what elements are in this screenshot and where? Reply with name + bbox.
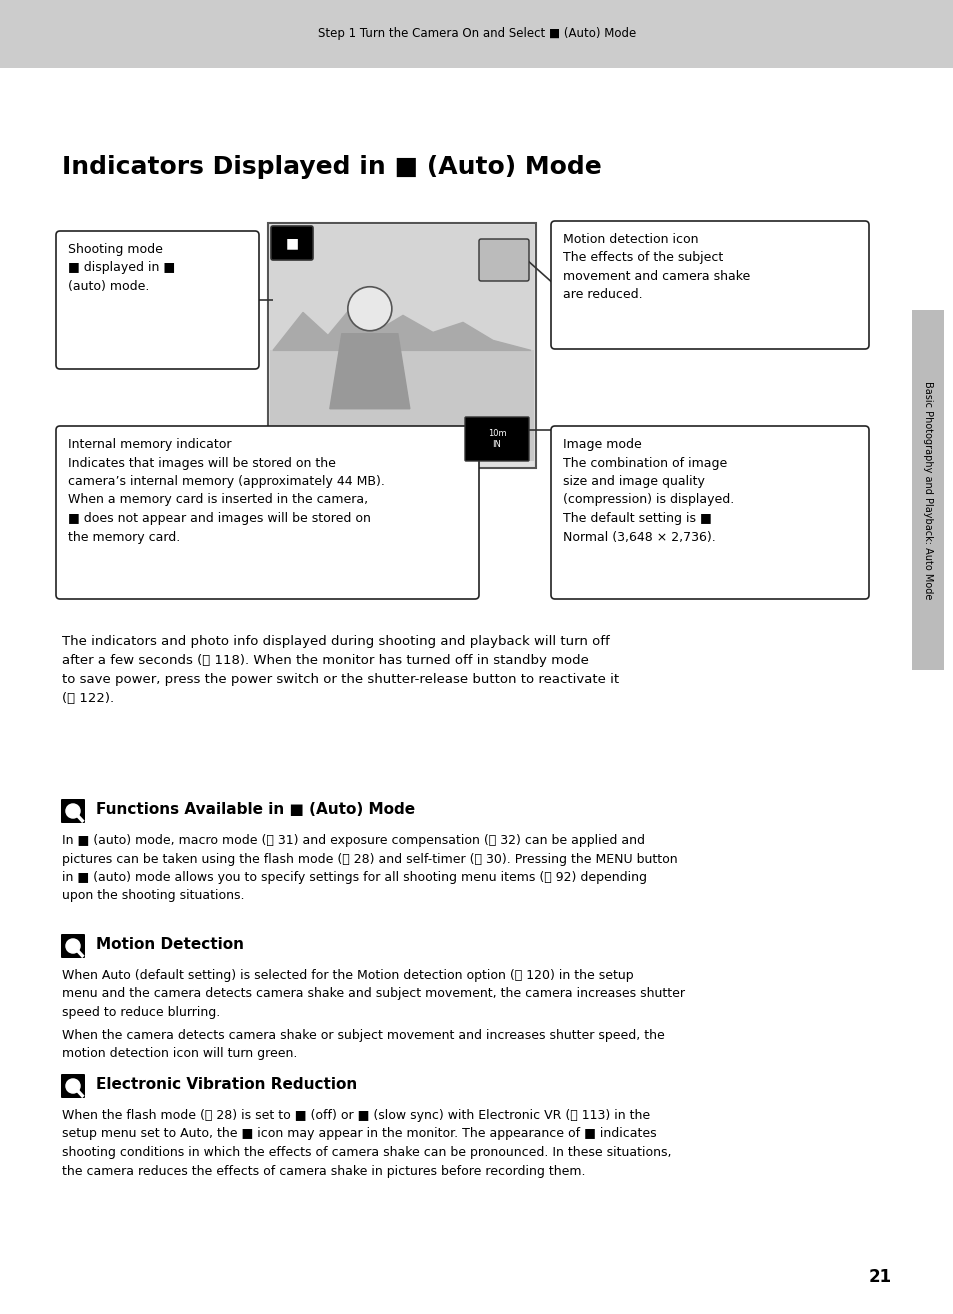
- FancyBboxPatch shape: [464, 417, 529, 461]
- Text: Electronic Vibration Reduction: Electronic Vibration Reduction: [96, 1077, 356, 1092]
- Text: Basic Photography and Playback: Auto Mode: Basic Photography and Playback: Auto Mod…: [923, 381, 932, 599]
- Text: ■: ■: [285, 237, 298, 250]
- Circle shape: [66, 1079, 80, 1093]
- Circle shape: [66, 804, 80, 819]
- FancyBboxPatch shape: [551, 426, 868, 599]
- Polygon shape: [273, 305, 531, 351]
- Text: Internal memory indicator
Indicates that images will be stored on the
camera’s i: Internal memory indicator Indicates that…: [68, 438, 384, 544]
- Text: When the flash mode (⧉ 28) is set to ■ (off) or ■ (slow sync) with Electronic VR: When the flash mode (⧉ 28) is set to ■ (…: [62, 1109, 671, 1177]
- Text: 10m
IN: 10m IN: [487, 430, 506, 448]
- Text: 21: 21: [868, 1268, 891, 1286]
- Text: Motion detection icon
The effects of the subject
movement and camera shake
are r: Motion detection icon The effects of the…: [562, 233, 749, 301]
- Text: Functions Available in ■ (Auto) Mode: Functions Available in ■ (Auto) Mode: [96, 802, 415, 817]
- FancyBboxPatch shape: [551, 221, 868, 350]
- Text: In ■ (auto) mode, macro mode (⧉ 31) and exposure compensation (⧉ 32) can be appl: In ■ (auto) mode, macro mode (⧉ 31) and …: [62, 834, 677, 903]
- Polygon shape: [330, 334, 410, 409]
- FancyBboxPatch shape: [0, 0, 953, 68]
- Text: Step 1 Turn the Camera On and Select ■ (Auto) Mode: Step 1 Turn the Camera On and Select ■ (…: [317, 28, 636, 41]
- Text: The indicators and photo info displayed during shooting and playback will turn o: The indicators and photo info displayed …: [62, 635, 618, 706]
- FancyBboxPatch shape: [61, 1074, 85, 1099]
- FancyBboxPatch shape: [478, 239, 529, 281]
- FancyBboxPatch shape: [911, 310, 943, 670]
- FancyBboxPatch shape: [61, 934, 85, 958]
- Text: When the camera detects camera shake or subject movement and increases shutter s: When the camera detects camera shake or …: [62, 1029, 664, 1060]
- FancyBboxPatch shape: [270, 351, 534, 461]
- Circle shape: [348, 286, 392, 331]
- FancyBboxPatch shape: [270, 225, 534, 360]
- Text: Indicators Displayed in ■ (Auto) Mode: Indicators Displayed in ■ (Auto) Mode: [62, 155, 601, 179]
- Text: When Auto (default setting) is selected for the Motion detection option (⧉ 120) : When Auto (default setting) is selected …: [62, 968, 684, 1018]
- Text: Shooting mode
■ displayed in ■
(auto) mode.: Shooting mode ■ displayed in ■ (auto) mo…: [68, 243, 175, 293]
- Text: Motion Detection: Motion Detection: [96, 937, 244, 953]
- FancyBboxPatch shape: [61, 799, 85, 823]
- Text: Image mode
The combination of image
size and image quality
(compression) is disp: Image mode The combination of image size…: [562, 438, 734, 544]
- FancyBboxPatch shape: [271, 226, 313, 260]
- Circle shape: [66, 940, 80, 953]
- FancyBboxPatch shape: [268, 223, 536, 468]
- FancyBboxPatch shape: [56, 231, 258, 369]
- FancyBboxPatch shape: [56, 426, 478, 599]
